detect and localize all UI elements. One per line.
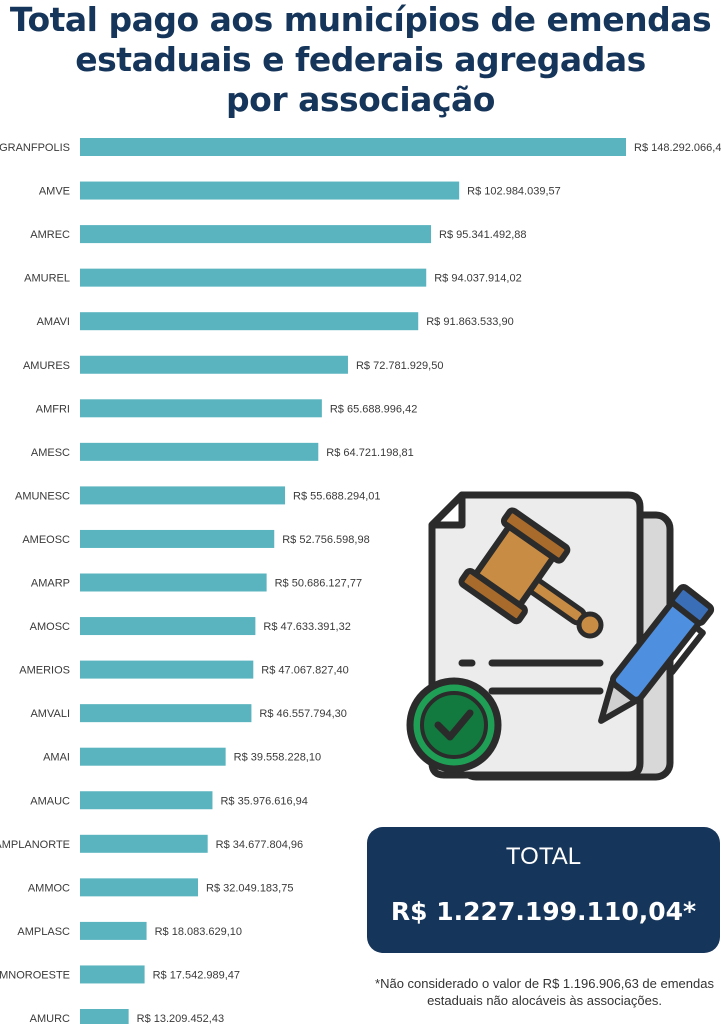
value-label: R$ 47.633.391,32 xyxy=(263,621,350,633)
value-label: R$ 32.049.183,75 xyxy=(206,882,293,894)
bar xyxy=(80,965,145,984)
bar xyxy=(80,791,213,810)
category-label: AMURC xyxy=(30,1013,70,1024)
title-line-3: por associação xyxy=(226,80,495,119)
value-label: R$ 46.557.794,30 xyxy=(259,708,346,720)
value-label: R$ 39.558.228,10 xyxy=(234,752,321,764)
total-value: R$ 1.227.199.110,04* xyxy=(390,897,697,926)
total-label: TOTAL xyxy=(505,843,582,870)
category-label: AMAI xyxy=(43,752,70,764)
value-label: R$ 94.037.914,02 xyxy=(434,273,521,285)
bar xyxy=(80,834,208,853)
bar xyxy=(80,878,199,897)
value-label: R$ 55.688.294,01 xyxy=(293,490,380,502)
category-label: AMAVI xyxy=(37,316,70,328)
value-label: R$ 52.756.598,98 xyxy=(282,534,369,546)
bar xyxy=(80,268,427,287)
category-label: AMEOSC xyxy=(22,534,70,546)
value-label: R$ 102.984.039,57 xyxy=(467,186,561,198)
value-label: R$ 64.721.198,81 xyxy=(326,447,413,459)
bar xyxy=(80,660,254,679)
value-label: R$ 72.781.929,50 xyxy=(356,360,443,372)
bar xyxy=(80,312,419,331)
category-label: AMVALI xyxy=(30,708,70,720)
category-label: AMARP xyxy=(31,578,70,590)
footnote-line-1: *Não considerado o valor de R$ 1.196.906… xyxy=(375,976,714,991)
total-box: TOTAL R$ 1.227.199.110,04* xyxy=(367,827,720,953)
bar xyxy=(80,181,460,200)
value-label: R$ 18.083.629,10 xyxy=(155,926,242,938)
category-label: AMAUC xyxy=(30,795,70,807)
value-label: R$ 47.067.827,40 xyxy=(261,665,348,677)
value-label: R$ 148.292.066,41 xyxy=(634,142,721,154)
value-label: R$ 95.341.492,88 xyxy=(439,229,526,241)
bar xyxy=(80,1009,129,1024)
value-label: R$ 65.688.996,42 xyxy=(330,403,417,415)
category-label: AMNOROESTE xyxy=(0,969,70,981)
category-label: AMUREL xyxy=(24,273,70,285)
value-label: R$ 34.677.804,96 xyxy=(216,839,303,851)
title-line-2: estaduais e federais agregadas xyxy=(75,40,646,79)
category-label: AMESC xyxy=(31,447,70,459)
category-label: AMUNESC xyxy=(15,490,70,502)
value-label: R$ 17.542.989,47 xyxy=(153,969,240,981)
category-label: AMURES xyxy=(23,360,70,372)
bar xyxy=(80,747,226,766)
document-illustration xyxy=(406,491,715,781)
footnote-line-2: estaduais não alocáveis às associações. xyxy=(427,993,662,1008)
bar xyxy=(80,225,432,244)
bar xyxy=(80,529,275,548)
value-label: R$ 50.686.127,77 xyxy=(275,578,362,590)
category-label: AMPLANORTE xyxy=(0,839,70,851)
bar xyxy=(80,486,286,505)
bar xyxy=(80,355,348,374)
title-line-1: Total pago aos municípios de emendas xyxy=(9,0,712,39)
category-label: AMFRI xyxy=(36,403,70,415)
value-label: R$ 91.863.533,90 xyxy=(426,316,513,328)
chart-title: Total pago aos municípios de emendas est… xyxy=(0,0,721,120)
bar xyxy=(80,138,626,156)
bar xyxy=(80,921,147,940)
bar xyxy=(80,399,322,418)
bar xyxy=(80,442,319,461)
value-label: R$ 35.976.616,94 xyxy=(220,795,307,807)
category-label: AMVE xyxy=(39,186,70,198)
bar xyxy=(80,617,256,636)
category-label: AMREC xyxy=(30,229,70,241)
category-label: GRANFPOLIS xyxy=(0,142,70,154)
footnote: *Não considerado o valor de R$ 1.196.906… xyxy=(372,975,717,1009)
check-circle-icon xyxy=(406,677,502,773)
category-label: AMPLASC xyxy=(17,926,70,938)
bar xyxy=(80,704,252,723)
category-label: AMOSC xyxy=(30,621,70,633)
category-label: AMERIOS xyxy=(19,665,70,677)
category-label: AMMOC xyxy=(28,882,70,894)
pen-icon xyxy=(598,584,715,724)
bar xyxy=(80,573,267,592)
value-label: R$ 13.209.452,43 xyxy=(137,1013,224,1024)
gavel-icon xyxy=(458,507,604,639)
